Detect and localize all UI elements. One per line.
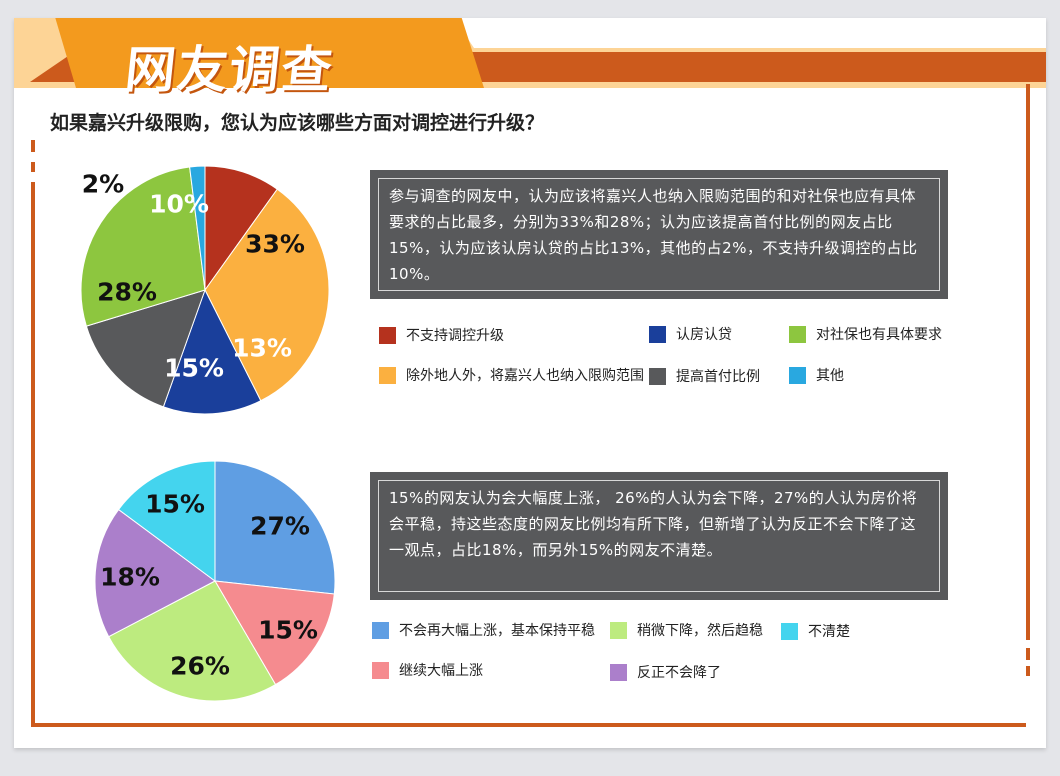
pie-slice	[108, 580, 277, 702]
pie-slice	[214, 460, 336, 595]
pie-data-label: 27%	[250, 512, 310, 541]
pie-data-label: 13%	[232, 334, 292, 363]
legend-swatch	[789, 325, 806, 343]
pie-chart-upgrade-measures: 10% 33% 13% 15% 28% 2%	[80, 165, 330, 415]
pie-data-label: 2%	[82, 170, 124, 199]
pie-slice	[204, 188, 330, 402]
legend-label: 不支持调控升级	[406, 328, 504, 344]
legend-label: 其他	[816, 368, 844, 384]
pie-slice	[214, 580, 335, 686]
frame-left-top	[31, 140, 35, 152]
frame-bottom	[31, 723, 1026, 727]
legend-item-other: 其他	[789, 365, 844, 385]
legend-item-wont-drop: 反正不会降了	[610, 662, 721, 682]
pie-chart-price-expectation: 27% 15% 26% 18% 15%	[94, 460, 336, 702]
pie-data-label: 28%	[97, 278, 157, 307]
legend-item-down-payment: 提高首付比例	[649, 366, 760, 386]
pie-slice	[117, 460, 216, 582]
pie-data-label: 10%	[149, 190, 209, 219]
legend-label: 不清楚	[808, 624, 850, 640]
legend-item-slight-drop: 稍微下降，然后趋稳	[610, 620, 763, 640]
frame-left	[31, 182, 35, 727]
legend-item-include-jiaxing: 除外地人外，将嘉兴人也纳入限购范围	[379, 365, 644, 385]
frame-right-dash2	[1026, 666, 1030, 676]
legend-swatch	[789, 366, 806, 384]
legend-item-social-security: 对社保也有具体要求	[789, 324, 942, 344]
frame-right-dash1	[1026, 648, 1030, 660]
summary-box-1: 参与调查的网友中，认为应该将嘉兴人也纳入限购范围的和对社保也应有具体要求的占比最…	[370, 170, 948, 299]
legend-item-no-upgrade: 不支持调控升级	[379, 325, 504, 345]
legend-item-house-loan: 认房认贷	[649, 324, 732, 344]
summary-text-1: 参与调查的网友中，认为应该将嘉兴人也纳入限购范围的和对社保也应有具体要求的占比最…	[378, 178, 940, 291]
pie-data-label: 33%	[245, 230, 305, 259]
pie-data-label: 18%	[100, 563, 160, 592]
legend-swatch	[379, 366, 396, 384]
pie-data-label: 26%	[170, 652, 230, 681]
pie-data-label: 15%	[164, 354, 224, 383]
legend-label: 提高首付比例	[676, 369, 760, 385]
legend-item-stable: 不会再大幅上涨，基本保持平稳	[372, 620, 595, 640]
legend-label: 对社保也有具体要求	[816, 327, 942, 343]
legend-swatch	[649, 325, 666, 343]
legend-label: 继续大幅上涨	[399, 663, 483, 679]
frame-left-top2	[31, 162, 35, 172]
pie-data-label: 15%	[145, 490, 205, 519]
legend-swatch	[610, 621, 627, 639]
legend-swatch	[379, 326, 396, 344]
pie-data-label: 15%	[258, 616, 318, 645]
pie-slice	[80, 166, 206, 327]
pie-slice	[94, 508, 216, 638]
pie-slice	[189, 165, 206, 291]
legend-label: 认房认贷	[676, 327, 732, 343]
pie-slice	[85, 289, 206, 408]
legend-label: 反正不会降了	[637, 665, 721, 681]
survey-question: 如果嘉兴升级限购，您认为应该哪些方面对调控进行升级？	[50, 112, 545, 134]
legend-label: 除外地人外，将嘉兴人也纳入限购范围	[406, 368, 644, 384]
legend-swatch	[610, 663, 627, 681]
pie-slice	[204, 165, 278, 292]
summary-text-2: 15%的网友认为会大幅度上涨， 26%的人认为会下降，27%的人认为房价将会平稳…	[378, 480, 940, 592]
legend-label: 稍微下降，然后趋稳	[637, 623, 763, 639]
summary-box-2: 15%的网友认为会大幅度上涨， 26%的人认为会下降，27%的人认为房价将会平稳…	[370, 472, 948, 600]
legend-swatch	[649, 367, 666, 385]
legend-swatch	[372, 661, 389, 679]
legend-label: 不会再大幅上涨，基本保持平稳	[399, 623, 595, 639]
legend-item-keep-rising: 继续大幅上涨	[372, 660, 483, 680]
legend-swatch	[372, 621, 389, 639]
pie-slice	[162, 288, 262, 415]
header-banner	[14, 18, 1046, 88]
header-title: 网友调查	[122, 41, 337, 99]
legend-swatch	[781, 622, 798, 640]
legend-item-unclear: 不清楚	[781, 621, 850, 641]
frame-right	[1026, 84, 1030, 640]
